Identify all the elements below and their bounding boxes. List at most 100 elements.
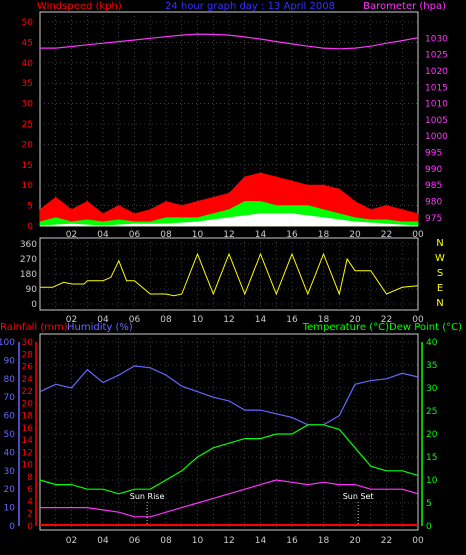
rain-tick-2: 2 [27,510,33,520]
temp-tick-30: 30 [426,384,438,394]
direction-x-tick-14: 14 [255,315,267,325]
climate-x-tick-00: 00 [412,536,424,546]
climate-x-tick-10: 10 [192,536,204,546]
rain-tick-20: 20 [22,399,34,409]
climate-x-tick-22: 22 [381,536,392,546]
direction-x-tick-16: 16 [286,315,298,325]
compass-label-W: W [435,253,445,264]
compass-label-N: N [436,238,443,249]
climate-x-tick-12: 12 [223,536,234,546]
temp-tick-35: 35 [426,361,437,371]
sunrise-label: Sun Rise [130,492,165,501]
wind-x-tick-06: 06 [129,230,141,240]
humidity-tick-20: 20 [4,485,16,495]
direction-tick-360: 360 [20,240,37,250]
humidity-tick-70: 70 [4,393,16,403]
wind-tick-25: 25 [22,120,33,130]
baro-tick-980: 980 [425,198,442,208]
baro-tick-1000: 1000 [425,132,448,142]
rain-tick-24: 24 [22,375,34,385]
humidity-label: Humidity (%) [67,322,133,333]
wind-tick-10: 10 [22,181,34,191]
rain-tick-10: 10 [22,461,34,471]
wind-x-tick-10: 10 [192,230,204,240]
baro-tick-995: 995 [425,149,442,159]
wind-x-tick-12: 12 [223,230,234,240]
rainfall-label: Rainfall (mm) [0,322,68,333]
wind-x-tick-14: 14 [255,230,267,240]
humidity-tick-30: 30 [4,467,16,477]
sunset-label: Sun Set [343,492,374,501]
rain-tick-4: 4 [27,497,33,507]
wind-x-tick-04: 04 [97,230,109,240]
temp-tick-10: 10 [426,476,438,486]
direction-x-tick-04: 04 [97,315,109,325]
temp-tick-20: 20 [426,430,438,440]
wind-tick-20: 20 [22,140,34,150]
climate-x-tick-20: 20 [349,536,361,546]
rain-tick-26: 26 [22,363,34,373]
wind-x-tick-22: 22 [381,230,392,240]
rain-tick-14: 14 [22,436,34,446]
baro-tick-1025: 1025 [425,51,448,61]
wind-tick-45: 45 [22,38,33,48]
wind-x-tick-18: 18 [318,230,330,240]
baro-tick-975: 975 [425,214,442,224]
humidity-tick-60: 60 [4,412,16,422]
temp-tick-15: 15 [426,453,437,463]
humidity-tick-100: 100 [0,338,15,348]
temp-tick-0: 0 [426,522,432,532]
dewpoint-series [40,479,419,518]
climate-x-tick-18: 18 [318,536,330,546]
wind-tick-15: 15 [22,161,33,171]
direction-x-tick-00: 00 [412,315,424,325]
rain-tick-28: 28 [22,350,34,360]
wind-tick-0: 0 [27,222,33,232]
direction-x-tick-10: 10 [192,315,204,325]
humidity-tick-50: 50 [4,430,16,440]
baro-tick-1010: 1010 [425,100,448,110]
compass-label-S: S [437,268,443,279]
direction-tick-90: 90 [26,285,38,295]
temp-tick-25: 25 [426,407,437,417]
baro-tick-1015: 1015 [425,83,448,93]
rain-tick-12: 12 [22,448,33,458]
baro-tick-990: 990 [425,165,442,175]
climate-x-tick-06: 06 [129,536,141,546]
humidity-tick-0: 0 [9,522,15,532]
rain-tick-8: 8 [27,473,33,483]
direction-x-tick-22: 22 [381,315,392,325]
humidity-series [39,365,419,426]
rain-tick-16: 16 [22,424,34,434]
wind-low-series [39,213,419,227]
temp-tick-5: 5 [426,499,432,509]
direction-x-tick-02: 02 [66,315,77,325]
baro-tick-985: 985 [425,181,442,191]
barometer-series [40,33,419,50]
wind-x-tick-02: 02 [66,230,77,240]
rain-tick-18: 18 [22,412,34,422]
rain-tick-22: 22 [22,387,33,397]
wind-tick-5: 5 [27,202,33,212]
direction-x-tick-18: 18 [318,315,330,325]
humidity-tick-80: 80 [4,375,16,385]
baro-tick-1005: 1005 [425,116,448,126]
wind-x-tick-00: 00 [412,230,424,240]
wind-panel: 0510152025303540455097598098599099510001… [22,12,448,240]
wind-x-tick-08: 08 [160,230,172,240]
temperature-dewpoint-label: Temperature (°C)Dew Point (°C) [302,322,462,333]
direction-x-tick-12: 12 [223,315,234,325]
direction-tick-270: 270 [20,255,37,265]
climate-x-tick-16: 16 [286,536,298,546]
climate-x-tick-02: 02 [66,536,77,546]
wind-tick-40: 40 [22,59,34,69]
temperature-series [39,424,419,495]
rain-tick-0: 0 [27,522,33,532]
wind-x-tick-16: 16 [286,230,298,240]
climate-x-tick-08: 08 [160,536,172,546]
wind-tick-35: 35 [22,79,33,89]
climate-x-tick-04: 04 [97,536,109,546]
wind-x-tick-20: 20 [349,230,361,240]
